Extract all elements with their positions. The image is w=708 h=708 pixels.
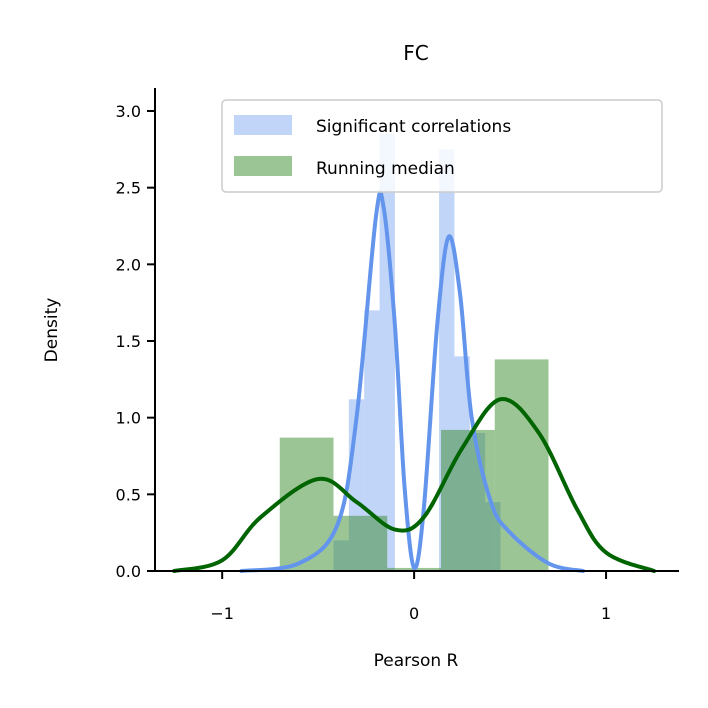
kde-line-series1 xyxy=(172,397,657,573)
y-tick-label-6: 3.0 xyxy=(116,102,141,121)
y-axis-label: Density xyxy=(42,298,62,363)
bar-series1-bin1 xyxy=(333,515,388,571)
kde-line-series0 xyxy=(239,190,586,573)
y-tick-label-0: 0.0 xyxy=(116,562,141,581)
x-tick-label-0: −1 xyxy=(210,604,234,623)
y-tick-label-3: 1.5 xyxy=(116,332,141,351)
bar-series1-bin0 xyxy=(279,437,334,571)
x-tick-label-1: 0 xyxy=(409,604,419,623)
bar-series1-bin4 xyxy=(494,359,549,571)
bar-series1-bin3 xyxy=(440,429,495,571)
y-tick-label-2: 1.0 xyxy=(116,409,141,428)
bar-series0-bin2 xyxy=(364,310,380,571)
x-axis-label: Pearson R xyxy=(374,651,459,671)
legend: Significant correlations Running median xyxy=(221,99,663,193)
plot-kde xyxy=(172,190,657,573)
y-tick-label-1: 0.5 xyxy=(116,485,141,504)
y-tick-label-5: 2.5 xyxy=(116,179,141,198)
x-ticks: −1 0 1 xyxy=(210,571,611,623)
legend-swatch-running-median xyxy=(234,156,292,176)
bar-series0-bin3 xyxy=(379,134,395,571)
legend-swatch-significant xyxy=(234,115,292,135)
plot-bars xyxy=(279,134,549,572)
chart-title: FC xyxy=(403,41,428,65)
legend-frame xyxy=(221,99,663,193)
y-ticks: 0.0 0.5 1.0 1.5 2.0 2.5 3.0 xyxy=(116,102,155,581)
x-tick-label-2: 1 xyxy=(601,604,611,623)
y-tick-label-4: 2.0 xyxy=(116,255,141,274)
legend-label-significant: Significant correlations xyxy=(316,117,511,137)
legend-label-running-median: Running median xyxy=(316,159,455,179)
